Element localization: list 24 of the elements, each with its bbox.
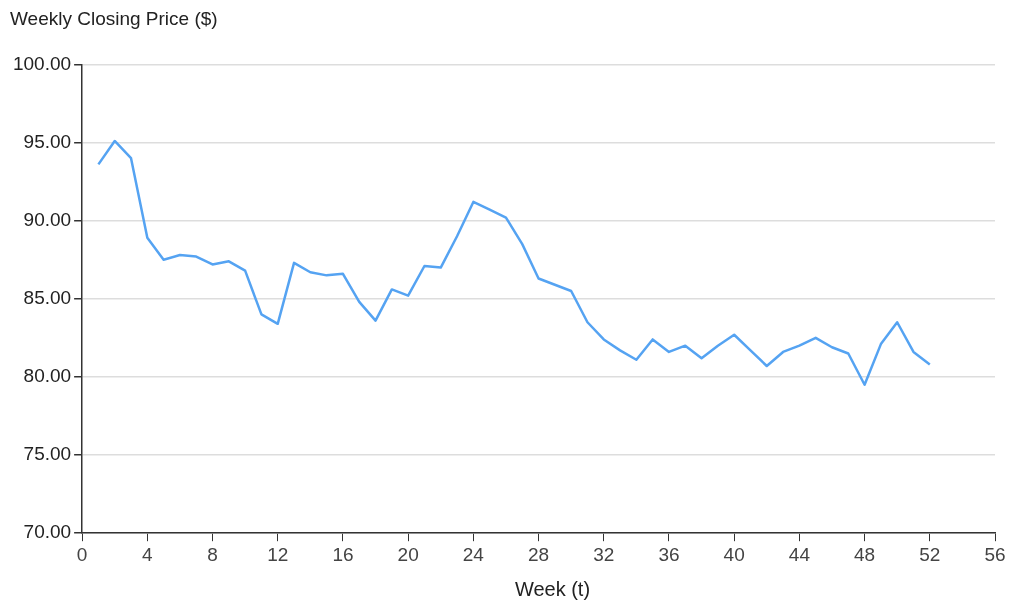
- y-tick-label: 85.00: [23, 287, 72, 309]
- x-tick-label: 8: [207, 543, 218, 565]
- x-tick-label: 48: [854, 543, 876, 565]
- x-tick-label: 24: [462, 543, 485, 565]
- y-axis-title: Weekly Closing Price ($): [10, 8, 218, 30]
- x-tick-label: 16: [332, 543, 354, 565]
- x-tick-label: 32: [593, 543, 615, 565]
- x-tick-label: 56: [984, 543, 1006, 565]
- x-tick-label: 0: [76, 543, 88, 565]
- x-tick-label: 44: [788, 543, 811, 565]
- y-tick-label: 95.00: [23, 130, 72, 152]
- x-tick-label: 52: [919, 543, 941, 565]
- x-tick-label: 20: [397, 543, 419, 565]
- x-tick-label: 36: [658, 543, 680, 565]
- y-tick-label: 100.00: [12, 52, 72, 74]
- y-tick-label: 70.00: [23, 521, 72, 543]
- x-axis-title: Week (t): [513, 578, 592, 601]
- y-tick-label: 80.00: [23, 365, 72, 387]
- x-tick-label: 12: [267, 543, 289, 565]
- y-tick-label: 90.00: [23, 208, 72, 230]
- x-tick-label: 40: [723, 543, 745, 565]
- x-tick-label: 28: [527, 543, 550, 565]
- y-tick-label: 75.00: [23, 443, 72, 465]
- x-tick-label: 4: [142, 543, 154, 565]
